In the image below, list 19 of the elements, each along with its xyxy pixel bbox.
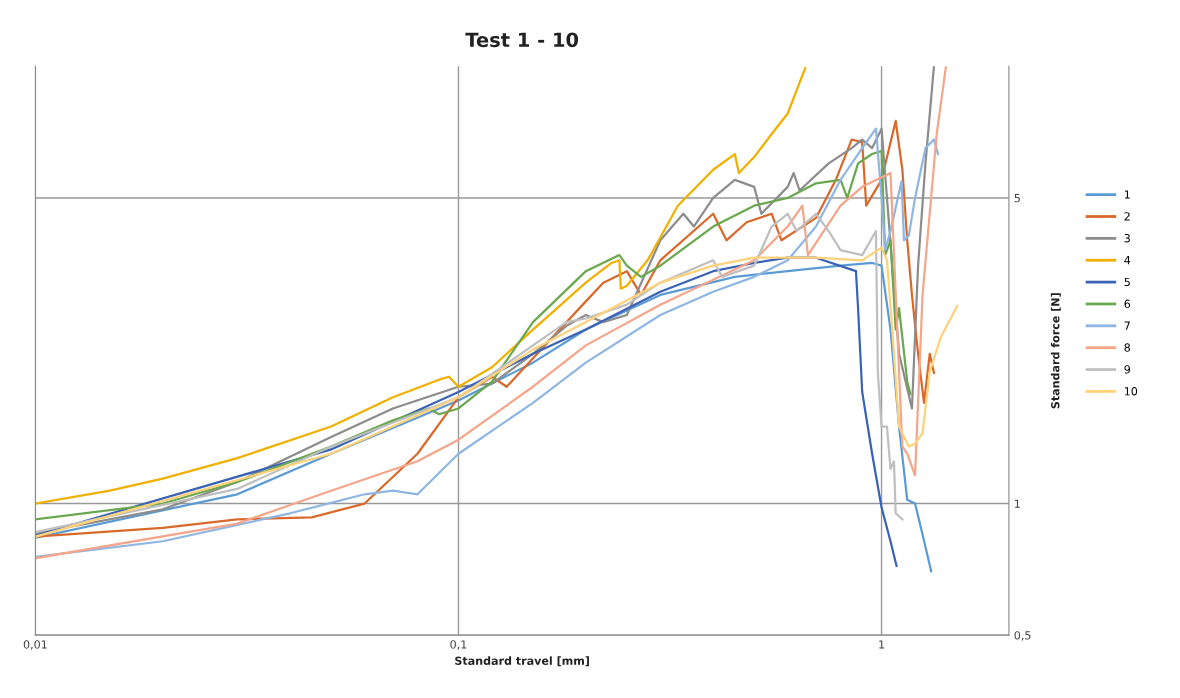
legend-label: 8 (1124, 343, 1131, 352)
legend-label: 7 (1124, 321, 1130, 330)
legend-label: 1 (1124, 190, 1130, 199)
x-tick-label: 0,01 (23, 640, 47, 650)
legend-label: 4 (1124, 256, 1131, 265)
x-axis-title: Standard travel [mm] (455, 656, 589, 667)
legend-label: 10 (1124, 387, 1138, 396)
legend-label: 2 (1124, 212, 1130, 221)
x-tick-label: 0,1 (450, 640, 467, 650)
y-axis-title: Standard force [N] (1050, 293, 1061, 409)
legend-label: 9 (1124, 365, 1130, 374)
chart-title: Test 1 - 10 (465, 32, 579, 48)
legend-label: 5 (1124, 277, 1130, 287)
legend-label: 6 (1124, 299, 1131, 309)
y-tick-label: 0,5 (1014, 631, 1031, 641)
legend-label: 3 (1124, 234, 1130, 243)
y-tick-label: 5 (1014, 194, 1020, 203)
y-tick-label: 1 (1014, 499, 1020, 508)
x-tick-label: 1 (879, 640, 885, 649)
